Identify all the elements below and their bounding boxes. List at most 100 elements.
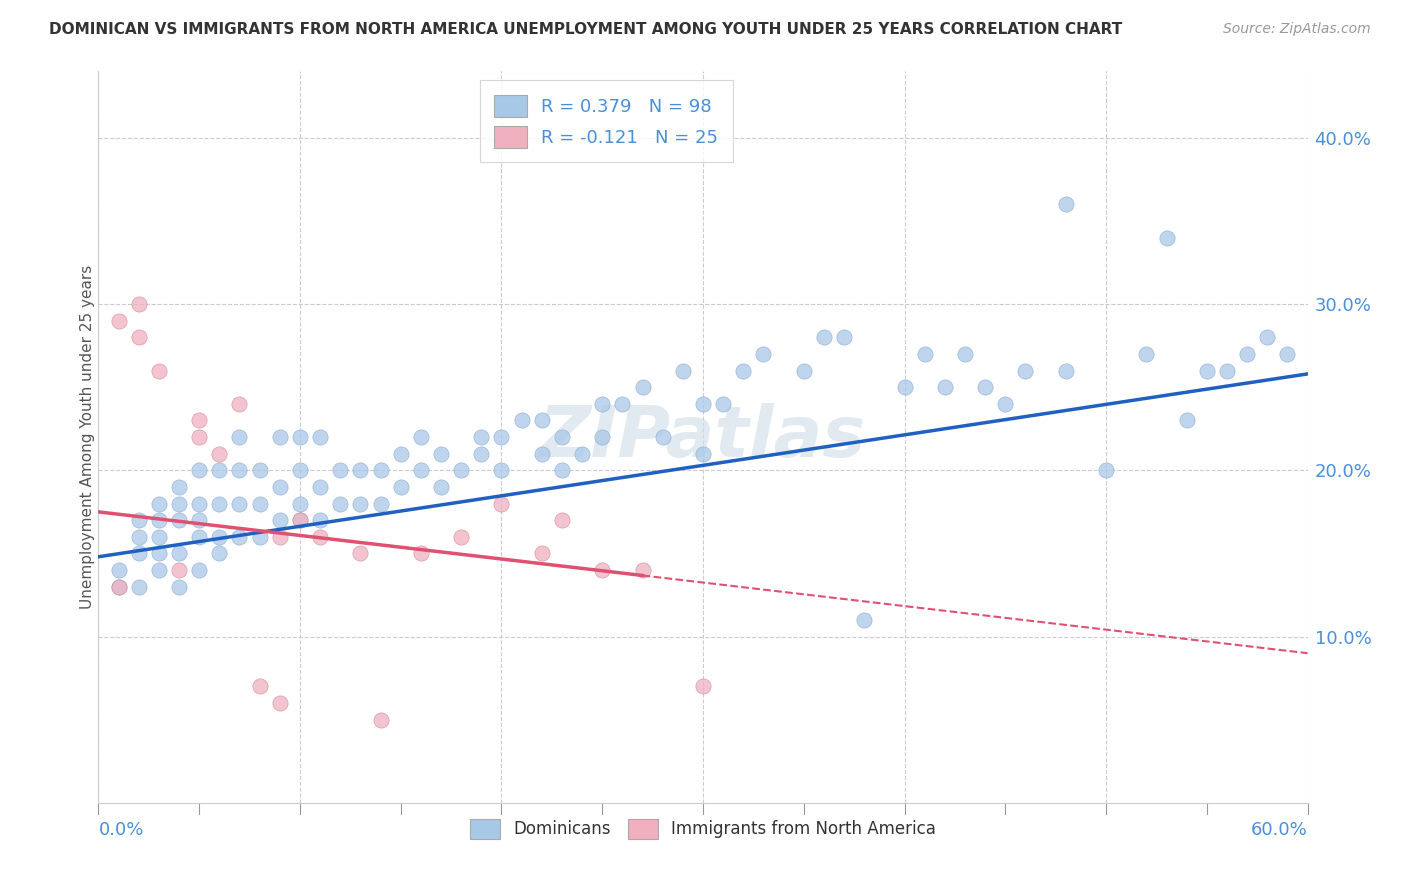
Point (288, 463, 311, 477)
Point (228, 530, 250, 544)
Text: 60.0%: 60.0% (1251, 821, 1308, 839)
Point (249, 680, 271, 694)
Point (269, 513, 291, 527)
Point (1236, 347, 1258, 361)
Point (288, 497, 311, 511)
Point (450, 463, 472, 477)
Point (893, 380, 915, 394)
Point (148, 563, 170, 577)
Point (1216, 363, 1239, 377)
Point (752, 347, 775, 361)
Y-axis label: Unemployment Among Youth under 25 years: Unemployment Among Youth under 25 years (80, 265, 94, 609)
Point (188, 513, 211, 527)
Point (530, 546, 553, 560)
Point (208, 530, 231, 544)
Point (530, 447, 553, 461)
Point (167, 580, 190, 594)
Point (228, 497, 250, 511)
Point (128, 580, 150, 594)
Point (107, 314, 129, 328)
Point (288, 513, 311, 527)
Text: 0.0%: 0.0% (98, 821, 143, 839)
Point (249, 530, 271, 544)
Point (269, 530, 291, 544)
Point (672, 363, 695, 377)
Point (188, 497, 211, 511)
Point (491, 463, 513, 477)
Point (148, 497, 170, 511)
Point (651, 430, 673, 444)
Point (167, 513, 190, 527)
Point (409, 546, 432, 560)
Point (309, 513, 332, 527)
Point (733, 363, 755, 377)
Point (269, 696, 291, 710)
Point (813, 330, 835, 344)
Text: DOMINICAN VS IMMIGRANTS FROM NORTH AMERICA UNEMPLOYMENT AMONG YOUTH UNDER 25 YEA: DOMINICAN VS IMMIGRANTS FROM NORTH AMERI… (49, 22, 1122, 37)
Point (591, 430, 613, 444)
Point (288, 430, 311, 444)
Point (167, 480, 190, 494)
Legend: Dominicans, Immigrants from North America: Dominicans, Immigrants from North Americ… (464, 812, 942, 846)
Point (128, 330, 150, 344)
Point (208, 546, 231, 560)
Point (1175, 413, 1198, 427)
Point (430, 480, 453, 494)
Point (167, 497, 190, 511)
Point (1014, 363, 1036, 377)
Point (1277, 347, 1299, 361)
Point (107, 580, 129, 594)
Point (571, 447, 593, 461)
Point (288, 513, 311, 527)
Point (530, 413, 553, 427)
Point (934, 380, 956, 394)
Point (349, 497, 371, 511)
Point (349, 546, 371, 560)
Point (692, 447, 714, 461)
Point (128, 297, 150, 311)
Point (1135, 347, 1157, 361)
Point (188, 430, 211, 444)
Point (631, 380, 654, 394)
Point (1156, 230, 1178, 244)
Point (148, 546, 170, 560)
Point (107, 580, 129, 594)
Point (208, 447, 231, 461)
Point (510, 413, 533, 427)
Point (269, 480, 291, 494)
Point (914, 347, 936, 361)
Point (249, 497, 271, 511)
Point (1095, 463, 1118, 477)
Point (188, 530, 211, 544)
Point (450, 530, 472, 544)
Point (370, 497, 392, 511)
Point (591, 563, 613, 577)
Point (148, 530, 170, 544)
Point (208, 463, 231, 477)
Point (228, 430, 250, 444)
Point (309, 430, 332, 444)
Text: ZIPatlas: ZIPatlas (540, 402, 866, 472)
Point (370, 463, 392, 477)
Point (370, 713, 392, 727)
Point (269, 430, 291, 444)
Point (107, 563, 129, 577)
Point (329, 497, 352, 511)
Point (631, 563, 654, 577)
Point (692, 397, 714, 411)
Point (612, 397, 634, 411)
Point (551, 513, 574, 527)
Point (832, 330, 855, 344)
Point (1054, 363, 1077, 377)
Point (309, 480, 332, 494)
Point (349, 463, 371, 477)
Point (974, 380, 997, 394)
Point (551, 463, 574, 477)
Point (591, 397, 613, 411)
Point (148, 513, 170, 527)
Point (128, 513, 150, 527)
Point (692, 680, 714, 694)
Point (711, 397, 734, 411)
Point (188, 563, 211, 577)
Text: Source: ZipAtlas.com: Source: ZipAtlas.com (1223, 22, 1371, 37)
